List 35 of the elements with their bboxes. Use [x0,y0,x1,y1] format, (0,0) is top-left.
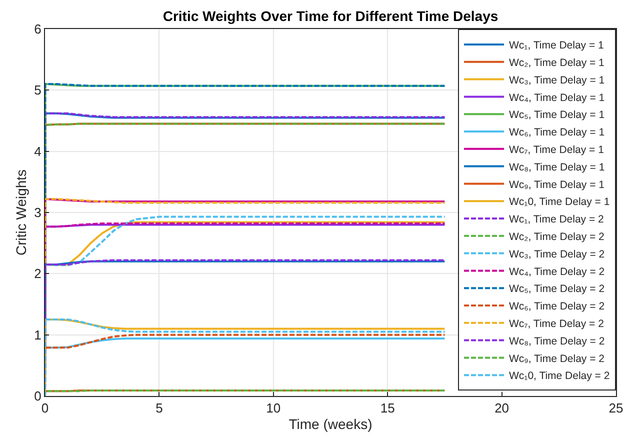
legend-label: Wc₉, Time Delay = 2 [509,352,605,365]
x-tick-label: 15 [380,400,395,416]
legend-label: Wc₆, Time Delay = 1 [509,126,605,139]
legend-label: Wc₁0, Time Delay = 1 [509,196,610,208]
legend-label: Wc₂, Time Delay = 1 [509,56,605,69]
y-axis-title: Critic Weights [12,169,29,256]
y-tick-label: 3 [34,205,42,220]
legend-label: Wc₁, Time Delay = 1 [509,40,604,52]
legend-label: Wc₈, Time Delay = 2 [509,335,605,348]
y-tick-label: 2 [34,266,42,282]
x-tick-label: 10 [266,400,281,416]
legend-label: Wc₁0, Time Delay = 2 [509,370,610,382]
x-tick-label: 25 [608,400,624,416]
y-tick-label: 4 [34,144,42,159]
legend-label: Wc₃, Time Delay = 2 [509,248,605,260]
legend-label: Wc₅, Time Delay = 2 [509,283,605,296]
y-tick-label: 1 [34,327,42,342]
legend-label: Wc₇, Time Delay = 2 [509,318,604,330]
legend-label: Wc₁, Time Delay = 2 [509,214,604,226]
x-tick-label: 20 [494,400,510,416]
y-tick-label: 0 [34,388,42,404]
x-axis-title: Time (weeks) [288,416,372,432]
legend-label: Wc₉, Time Delay = 1 [509,178,605,191]
legend-label: Wc₄, Time Delay = 2 [509,266,605,278]
legend-label: Wc₈, Time Delay = 1 [509,161,605,174]
legend-label: Wc₄, Time Delay = 1 [509,92,605,104]
y-tick-label: 6 [34,22,42,37]
x-tick-label: 5 [156,400,163,416]
legend-label: Wc₃, Time Delay = 1 [509,74,605,86]
legend-label: Wc₆, Time Delay = 2 [509,300,605,313]
legend-label: Wc₅, Time Delay = 1 [509,109,605,122]
legend-label: Wc₇, Time Delay = 1 [509,144,604,156]
chart-title: Critic Weights Over Time for Different Time Delays [162,8,498,24]
legend-label: Wc₂, Time Delay = 2 [509,230,605,243]
y-tick-label: 5 [34,82,42,98]
